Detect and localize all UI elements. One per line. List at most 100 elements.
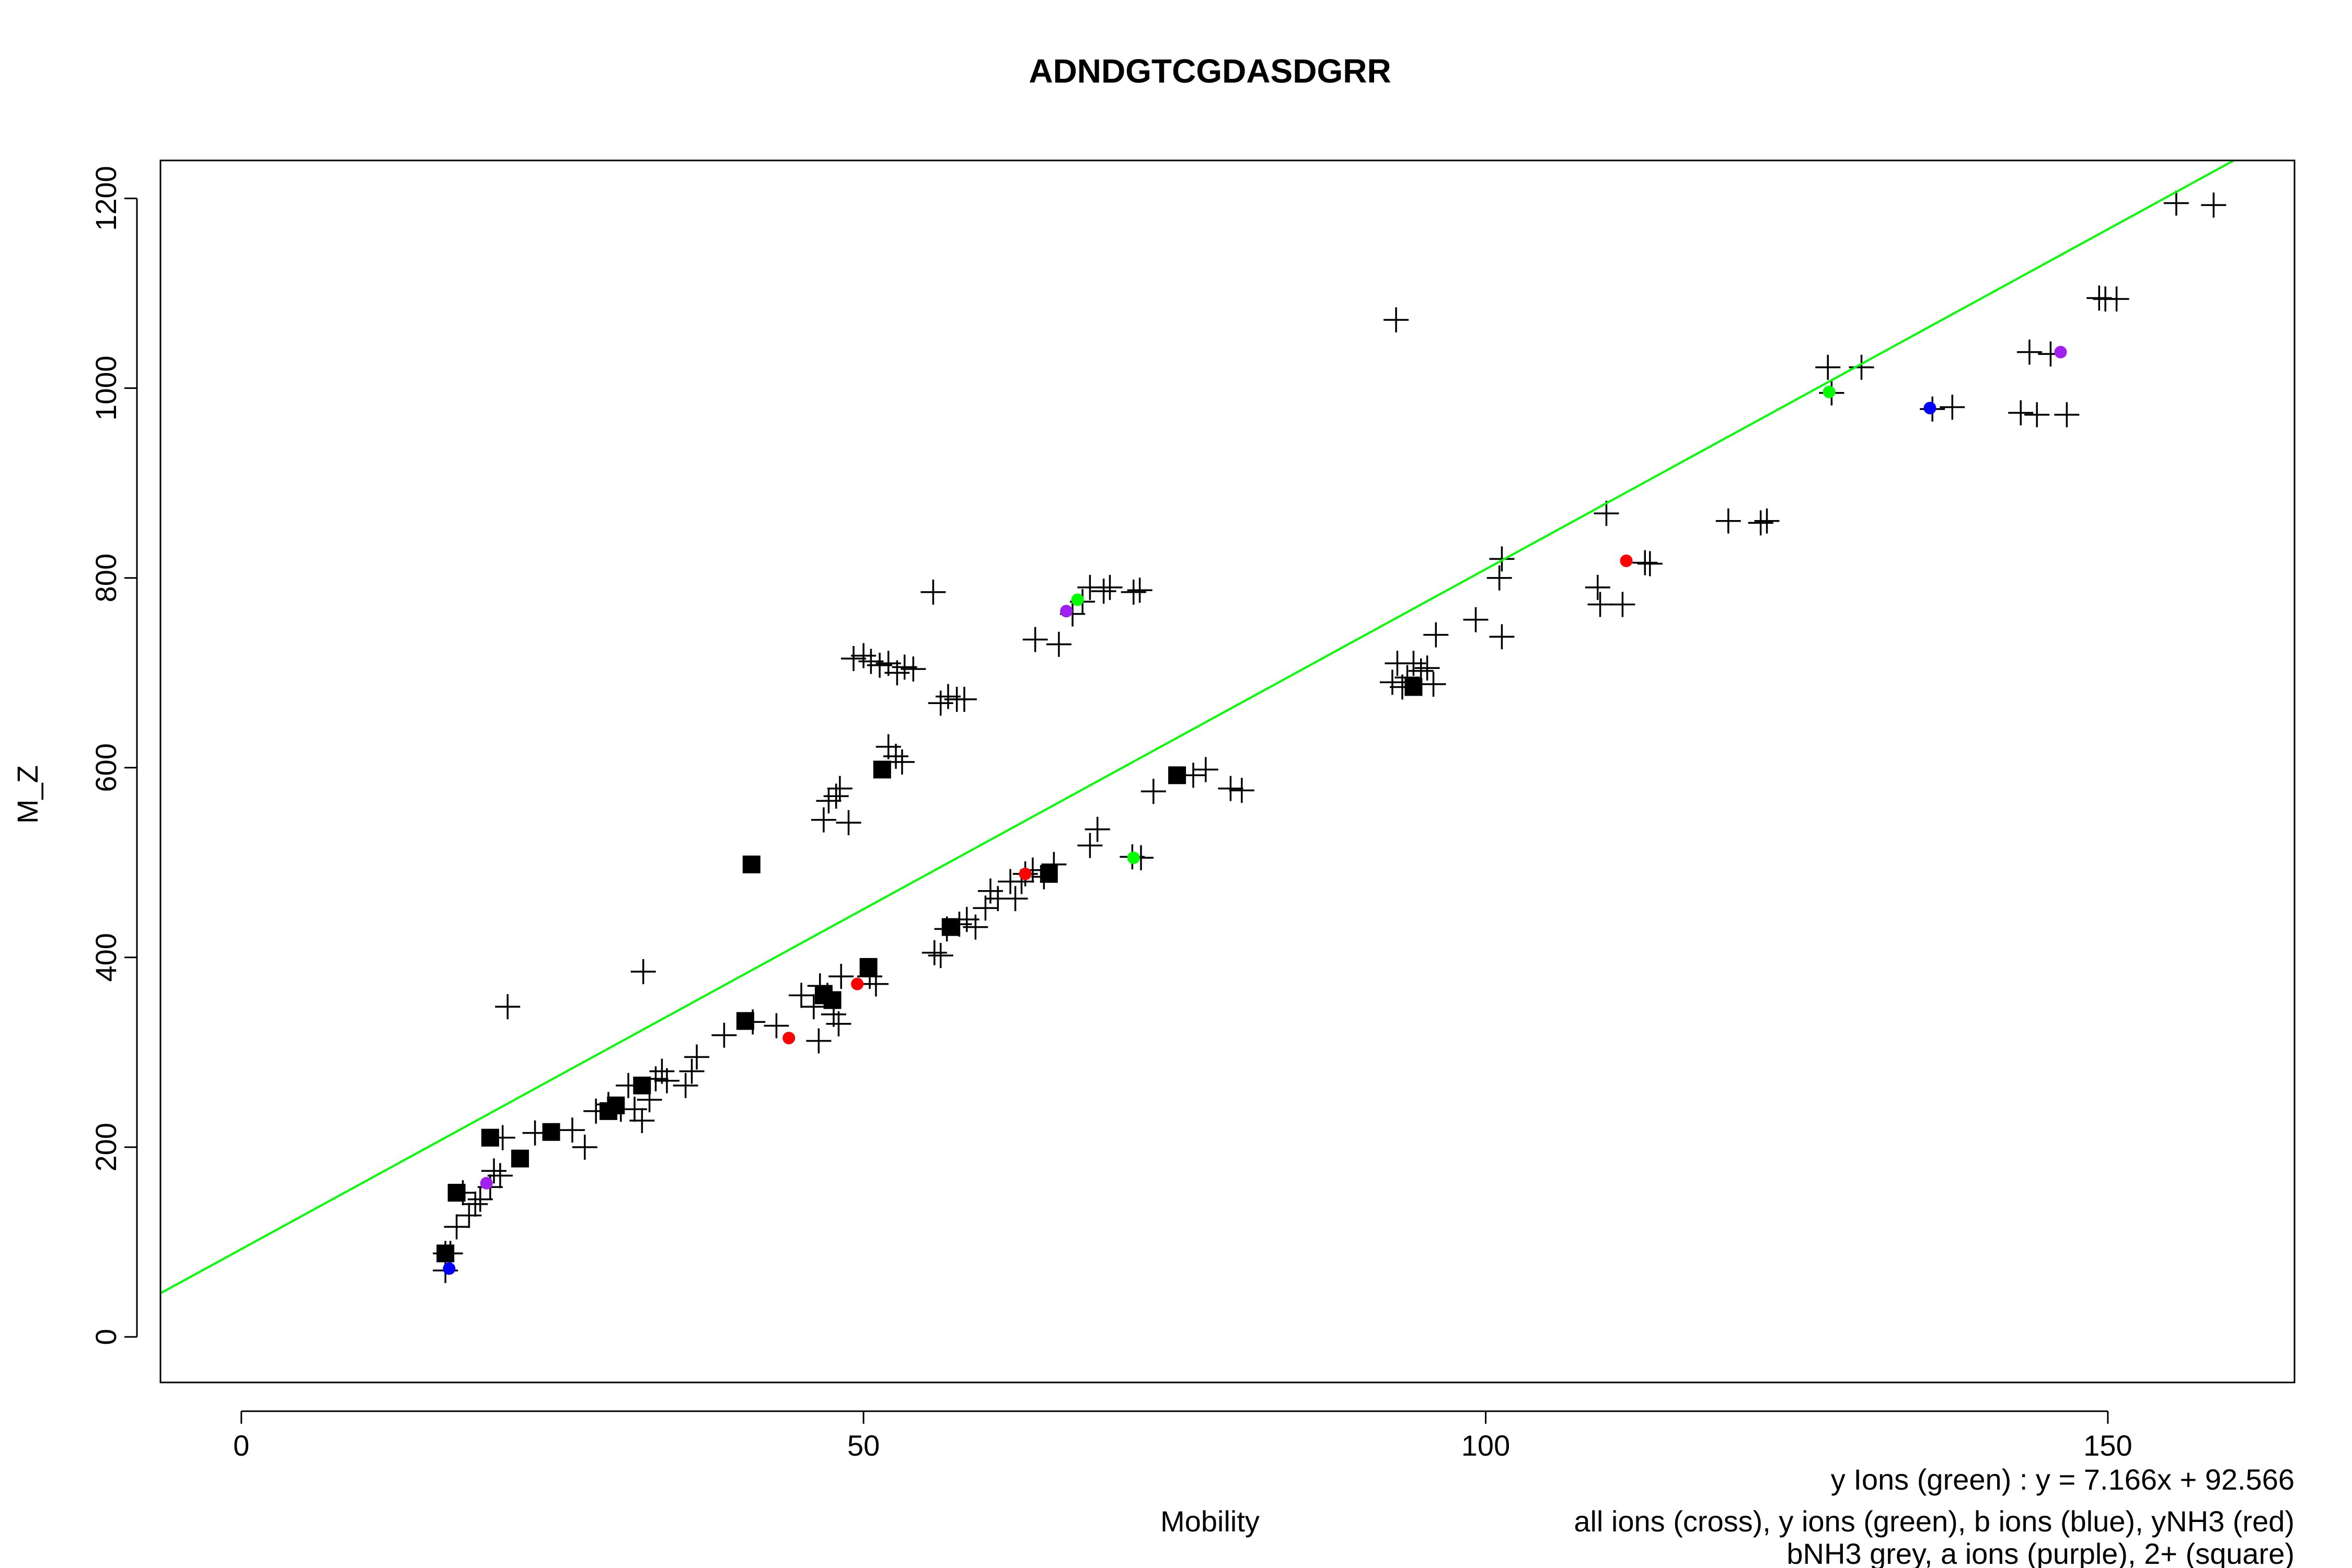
cross-point xyxy=(827,776,852,801)
x-axis-label: Mobility xyxy=(1160,1505,1260,1538)
colored-ion-point xyxy=(851,977,864,990)
square-point xyxy=(873,760,891,779)
cross-point xyxy=(444,1214,469,1240)
cross-point xyxy=(1594,501,1619,526)
cross-point xyxy=(951,687,977,712)
cross-point xyxy=(1585,574,1610,600)
cross-point xyxy=(2201,192,2227,218)
plot-frame xyxy=(159,159,2296,1383)
cross-point xyxy=(1127,578,1152,603)
square-point xyxy=(481,1128,499,1147)
colored-ion-point xyxy=(1071,593,1084,606)
cross-point xyxy=(841,645,867,671)
cross-point xyxy=(764,1013,789,1039)
cross-point xyxy=(1121,579,1146,605)
cross-point xyxy=(1097,574,1123,600)
data-points xyxy=(433,190,2227,1283)
cross-point xyxy=(481,1158,507,1184)
cross-point xyxy=(673,1073,698,1098)
cross-point xyxy=(1229,778,1254,803)
colored-ion-point xyxy=(1019,868,1032,881)
cross-point xyxy=(2054,402,2080,428)
colored-ion-point xyxy=(782,1032,795,1045)
cross-point xyxy=(649,1058,675,1084)
square-point xyxy=(633,1076,651,1094)
cross-point xyxy=(711,1022,737,1048)
cross-point xyxy=(1022,627,1048,652)
chart-title: ADNDGTCGDASDGRR xyxy=(1029,52,1391,90)
cross-point xyxy=(1489,546,1515,572)
fit-equation-note: y Ions (green) : y = 7.166x + 92.566 xyxy=(1831,1463,2295,1496)
cross-point xyxy=(2086,285,2112,311)
cross-point xyxy=(2163,190,2189,216)
cross-point xyxy=(1632,550,1658,575)
square-point xyxy=(742,855,760,873)
fit-line xyxy=(160,160,2236,1295)
square-point xyxy=(1404,678,1423,696)
cross-point xyxy=(2024,402,2050,428)
colored-ion-point xyxy=(480,1177,493,1190)
cross-point xyxy=(1085,816,1110,842)
plot-area xyxy=(160,160,2236,1295)
cross-point xyxy=(654,1068,679,1093)
square-point xyxy=(1040,865,1058,883)
y-axis-label: M_Z xyxy=(11,765,44,824)
y-tick-label: 0 xyxy=(89,1329,122,1345)
cross-point xyxy=(684,1044,710,1070)
cross-point xyxy=(928,943,953,969)
square-point xyxy=(1168,766,1186,785)
cross-point xyxy=(1940,394,1965,420)
cross-point xyxy=(836,810,861,836)
cross-point xyxy=(1715,508,1741,534)
cross-point xyxy=(828,964,854,989)
cross-point xyxy=(2008,400,2034,425)
square-point xyxy=(607,1096,625,1114)
y-tick-label: 800 xyxy=(89,554,122,602)
cross-point xyxy=(1091,579,1116,604)
cross-point xyxy=(630,959,656,985)
cross-point xyxy=(1218,776,1243,801)
y-tick-label: 400 xyxy=(89,933,122,982)
cross-point xyxy=(1423,622,1449,648)
legend-note-2: bNH3 grey, a ions (purple), 2+ (square) xyxy=(1786,1537,2295,1568)
cross-point xyxy=(572,1134,597,1160)
cross-point xyxy=(495,994,521,1020)
cross-point xyxy=(487,1163,513,1189)
cross-point xyxy=(467,1186,493,1212)
cross-point xyxy=(1077,833,1103,858)
legend-note-1: all ions (cross), y ions (green), b ions… xyxy=(1574,1505,2295,1538)
square-point xyxy=(941,918,960,936)
cross-point xyxy=(973,895,998,921)
cross-point xyxy=(883,743,909,769)
cross-point xyxy=(679,1058,705,1084)
x-tick-label: 0 xyxy=(233,1429,249,1462)
x-tick-label: 100 xyxy=(1461,1429,1510,1462)
colored-ion-point xyxy=(1923,401,1936,414)
cross-point xyxy=(1414,655,1440,681)
cross-point xyxy=(963,914,988,940)
cross-point xyxy=(889,749,915,775)
cross-point xyxy=(1748,510,1773,536)
cross-point xyxy=(2104,286,2129,312)
y-tick-label: 1000 xyxy=(89,355,122,421)
cross-point xyxy=(1046,631,1071,657)
cross-point xyxy=(920,579,946,605)
cross-point xyxy=(1421,672,1446,697)
cross-point xyxy=(789,983,814,1008)
square-point xyxy=(436,1244,455,1263)
colored-ion-point xyxy=(2054,345,2067,359)
colored-ion-point xyxy=(1060,605,1073,618)
colored-ion-point xyxy=(443,1262,456,1275)
cross-point xyxy=(1193,757,1218,782)
cross-point xyxy=(2016,339,2042,365)
cross-point xyxy=(1610,592,1635,617)
cross-point xyxy=(1637,551,1663,577)
y-tick-label: 200 xyxy=(89,1123,122,1171)
cross-point xyxy=(560,1117,585,1143)
cross-point xyxy=(921,940,947,965)
y-tick-label: 1200 xyxy=(89,166,122,231)
cross-point xyxy=(811,807,836,833)
square-point xyxy=(736,1012,754,1030)
square-point xyxy=(542,1123,560,1141)
